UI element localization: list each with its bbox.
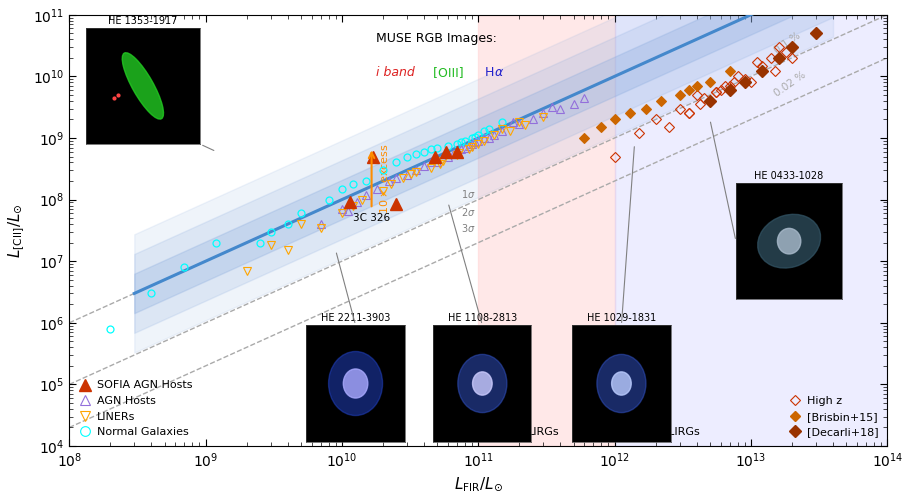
Text: $10\times$ excess: $10\times$ excess <box>379 143 390 214</box>
Text: H$\alpha$: H$\alpha$ <box>480 66 504 80</box>
Y-axis label: $L_{\mathrm{[CII]}}/L_{\odot}$: $L_{\mathrm{[CII]}}/L_{\odot}$ <box>7 203 27 258</box>
Bar <box>614 14 887 446</box>
Text: 0.1 %: 0.1 % <box>773 30 803 56</box>
Bar <box>479 14 614 446</box>
Text: 3C 326: 3C 326 <box>353 212 390 222</box>
Text: $2\sigma$: $2\sigma$ <box>461 206 476 218</box>
Text: HE 2211-3903: HE 2211-3903 <box>321 313 390 323</box>
Text: HE 1108-2813: HE 1108-2813 <box>448 313 517 323</box>
Text: i band: i band <box>376 66 415 80</box>
Text: ULIRGs: ULIRGs <box>660 427 700 437</box>
Text: HE 0433-1028: HE 0433-1028 <box>754 171 824 181</box>
Text: $3\sigma$: $3\sigma$ <box>461 222 476 234</box>
X-axis label: $L_{\mathrm{FIR}}/L_{\odot}$: $L_{\mathrm{FIR}}/L_{\odot}$ <box>454 475 503 493</box>
Text: [OIII]: [OIII] <box>430 66 464 80</box>
Text: 0.02 %: 0.02 % <box>773 70 808 99</box>
Legend: High z, [Brisbin+15], [Decarli+18]: High z, [Brisbin+15], [Decarli+18] <box>784 392 882 440</box>
Text: HE 1353-1917: HE 1353-1917 <box>108 16 177 26</box>
Text: LIRGs: LIRGs <box>528 427 559 437</box>
Text: $1\sigma$: $1\sigma$ <box>461 188 476 200</box>
Text: HE 1029-1831: HE 1029-1831 <box>587 313 656 323</box>
Text: MUSE RGB Images:: MUSE RGB Images: <box>376 32 497 45</box>
